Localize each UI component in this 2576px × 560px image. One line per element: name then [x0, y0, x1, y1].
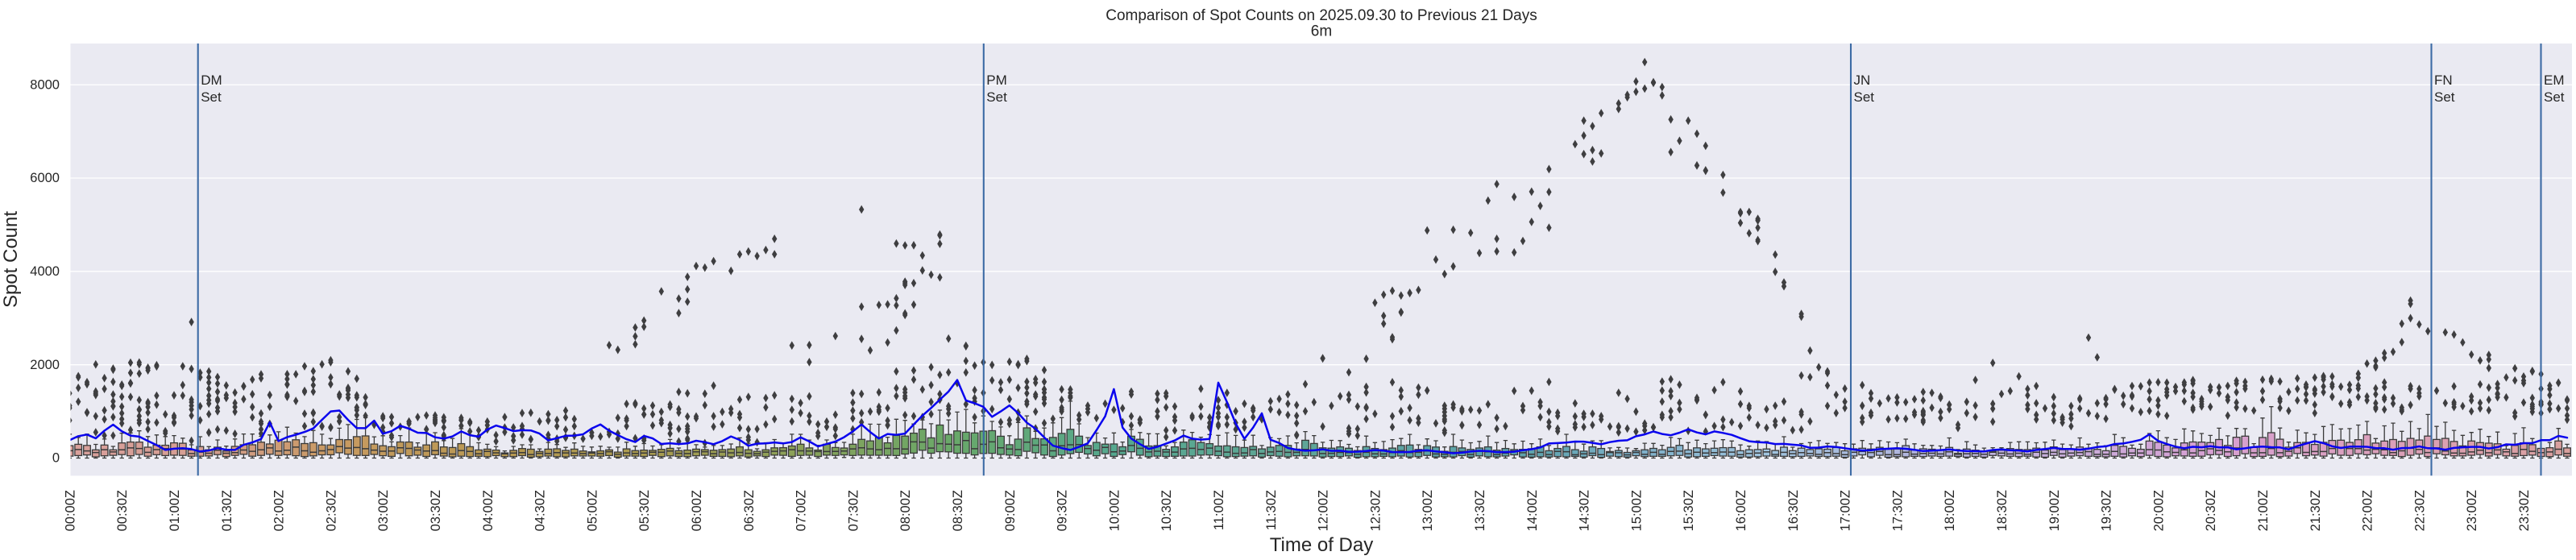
svg-text:09:30Z: 09:30Z	[1056, 490, 1070, 531]
svg-text:10:30Z: 10:30Z	[1159, 490, 1174, 531]
svg-text:07:30Z: 07:30Z	[846, 490, 861, 531]
svg-text:4000: 4000	[30, 264, 60, 279]
svg-text:11:30Z: 11:30Z	[1264, 490, 1279, 530]
svg-text:21:30Z: 21:30Z	[2308, 490, 2323, 531]
svg-text:DM: DM	[201, 73, 222, 88]
svg-text:PM: PM	[986, 73, 1007, 88]
svg-text:01:00Z: 01:00Z	[168, 490, 182, 531]
svg-text:19:30Z: 19:30Z	[2100, 490, 2114, 531]
svg-text:16:00Z: 16:00Z	[1734, 490, 1748, 531]
svg-text:Set: Set	[1854, 89, 1875, 105]
svg-text:20:00Z: 20:00Z	[2151, 490, 2166, 531]
svg-text:Set: Set	[2544, 89, 2565, 105]
svg-text:15:30Z: 15:30Z	[1682, 490, 1696, 531]
svg-text:Set: Set	[201, 89, 222, 105]
svg-text:19:00Z: 19:00Z	[2047, 490, 2062, 531]
svg-text:00:00Z: 00:00Z	[63, 490, 77, 531]
svg-text:17:00Z: 17:00Z	[1839, 490, 1853, 531]
svg-text:0: 0	[52, 451, 60, 466]
svg-text:6m: 6m	[1311, 23, 1332, 40]
svg-text:08:30Z: 08:30Z	[951, 490, 965, 531]
svg-text:23:00Z: 23:00Z	[2465, 490, 2479, 531]
svg-text:03:30Z: 03:30Z	[429, 490, 443, 531]
svg-text:02:00Z: 02:00Z	[272, 490, 287, 531]
svg-text:04:00Z: 04:00Z	[481, 490, 496, 531]
svg-text:18:00Z: 18:00Z	[1943, 490, 1957, 531]
svg-text:11:00Z: 11:00Z	[1212, 490, 1226, 530]
svg-text:JN: JN	[1854, 73, 1871, 88]
svg-text:EM: EM	[2544, 73, 2565, 88]
svg-text:17:30Z: 17:30Z	[1890, 490, 1905, 531]
svg-text:12:00Z: 12:00Z	[1317, 490, 1331, 531]
svg-text:Set: Set	[2434, 89, 2455, 105]
svg-text:2000: 2000	[30, 358, 60, 372]
svg-text:05:30Z: 05:30Z	[637, 490, 652, 531]
svg-text:FN: FN	[2434, 73, 2453, 88]
svg-text:22:00Z: 22:00Z	[2361, 490, 2375, 531]
svg-text:23:30Z: 23:30Z	[2517, 490, 2532, 531]
svg-text:09:00Z: 09:00Z	[1003, 490, 1018, 531]
svg-text:08:00Z: 08:00Z	[898, 490, 913, 531]
svg-text:12:30Z: 12:30Z	[1368, 490, 1383, 531]
svg-text:14:00Z: 14:00Z	[1525, 490, 1540, 531]
svg-text:Spot Count: Spot Count	[0, 211, 22, 308]
svg-text:6000: 6000	[30, 171, 60, 185]
svg-text:16:30Z: 16:30Z	[1786, 490, 1801, 531]
svg-text:06:00Z: 06:00Z	[690, 490, 704, 531]
svg-text:13:00Z: 13:00Z	[1421, 490, 1435, 531]
svg-text:Time of Day: Time of Day	[1270, 534, 1373, 556]
svg-text:06:30Z: 06:30Z	[742, 490, 757, 531]
svg-text:13:30Z: 13:30Z	[1473, 490, 1487, 531]
svg-text:07:00Z: 07:00Z	[794, 490, 809, 531]
svg-text:01:30Z: 01:30Z	[220, 490, 234, 531]
svg-text:8000: 8000	[30, 77, 60, 92]
svg-text:04:30Z: 04:30Z	[533, 490, 548, 531]
svg-text:22:30Z: 22:30Z	[2412, 490, 2427, 531]
svg-text:02:30Z: 02:30Z	[324, 490, 338, 531]
svg-text:03:00Z: 03:00Z	[376, 490, 391, 531]
svg-text:20:30Z: 20:30Z	[2204, 490, 2218, 531]
svg-text:21:00Z: 21:00Z	[2256, 490, 2271, 531]
svg-text:14:30Z: 14:30Z	[1578, 490, 1592, 531]
svg-text:15:00Z: 15:00Z	[1629, 490, 1644, 531]
svg-text:18:30Z: 18:30Z	[1995, 490, 2010, 531]
svg-text:10:00Z: 10:00Z	[1107, 490, 1122, 531]
svg-text:00:30Z: 00:30Z	[115, 490, 130, 531]
svg-text:Set: Set	[986, 89, 1007, 105]
svg-text:05:00Z: 05:00Z	[585, 490, 599, 531]
svg-text:Comparison of Spot Counts on 2: Comparison of Spot Counts on 2025.09.30 …	[1105, 7, 1537, 24]
